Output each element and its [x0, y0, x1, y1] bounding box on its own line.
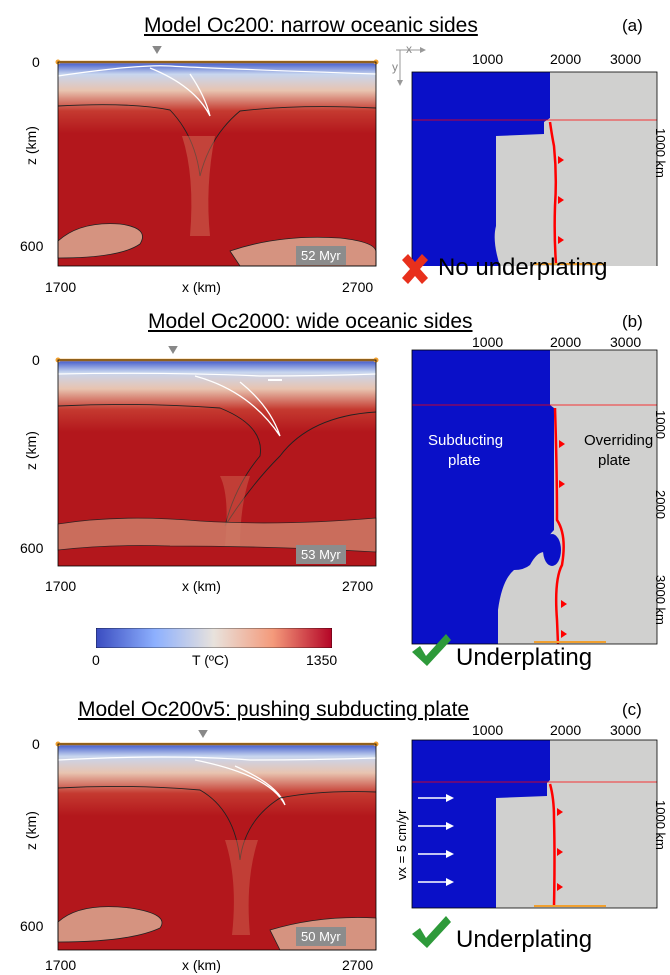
panel-b-map-side-2000: 2000 — [653, 490, 668, 519]
subducting-plate-blue — [412, 350, 554, 644]
panel-c-map-tick-2000: 2000 — [550, 722, 582, 738]
panel-a-z-label: z (km) — [23, 126, 39, 165]
panel-b-x-tick-2700: 2700 — [342, 578, 374, 594]
panel-c-z-tick-0: 0 — [32, 736, 40, 752]
panel-a-map-axis-x: x — [406, 42, 412, 56]
colorbar-max: 1350 — [306, 652, 338, 668]
colorbar-label: T (ºC) — [192, 652, 229, 668]
panel-c-x-tick-1700: 1700 — [45, 957, 77, 973]
subducting-plate-blue — [412, 72, 550, 266]
panel-c-letter: (c) — [622, 700, 642, 719]
slab-contour — [194, 375, 281, 437]
green-check-icon — [412, 634, 451, 666]
panel-c-z-label: z (km) — [23, 811, 39, 850]
panel-a-z-tick-600: 600 — [20, 238, 44, 254]
panel-c-time-badge: 50 Myr — [296, 927, 346, 946]
colorbar-min: 0 — [92, 652, 100, 668]
overriding-plate-label-1: Overriding — [584, 432, 654, 449]
isotherm-white — [57, 65, 377, 77]
panel-a-z-tick-0: 0 — [32, 54, 40, 70]
panel-a-verdict: No underplating — [438, 254, 608, 281]
panel-a-time-badge: 52 Myr — [296, 246, 346, 265]
panel-a-title: Model Oc200: narrow oceanic sides — [144, 14, 478, 37]
panel-b-z-tick-0: 0 — [32, 352, 40, 368]
trench-marker-icon — [198, 730, 208, 738]
panel-a-map-tick-1000: 1000 — [472, 51, 504, 67]
panel-b-plate-map — [411, 349, 658, 645]
panel-c-map-tick-3000: 3000 — [610, 722, 642, 738]
panel-a-x-tick-1700: 1700 — [45, 279, 77, 295]
plume-left — [57, 223, 143, 259]
panel-b-map-tick-1000: 1000 — [472, 334, 504, 350]
green-check-icon — [412, 916, 451, 948]
panel-c-temperature-section — [55, 730, 379, 951]
panel-b-z-label: z (km) — [23, 431, 39, 470]
panel-a-x-tick-2700: 2700 — [342, 279, 374, 295]
subducting-plate-label-1: Subducting — [428, 432, 504, 449]
panel-b-time-badge: 53 Myr — [296, 545, 346, 564]
panel-b-letter: (b) — [622, 312, 643, 331]
panel-c-z-tick-600: 600 — [20, 918, 44, 934]
panel-a-map-side-label: 1000 km — [653, 128, 668, 178]
panel-b-map-side-3000: 3000 km — [653, 575, 668, 625]
panel-b-map-tick-3000: 3000 — [610, 334, 642, 350]
panel-b-x-tick-1700: 1700 — [45, 578, 77, 594]
panel-c-map-tick-1000: 1000 — [472, 722, 504, 738]
panel-b-verdict: Underplating — [456, 644, 593, 671]
panel-c-x-tick-2700: 2700 — [342, 957, 374, 973]
velocity-label: vx = 5 cm/yr — [394, 809, 409, 880]
panel-b-temperature-section — [55, 346, 379, 567]
panel-a-map-axis-y: y — [392, 60, 398, 74]
red-cross-icon — [402, 254, 428, 284]
panel-a-map-tick-2000: 2000 — [550, 51, 582, 67]
panel-a-x-label: x (km) — [182, 279, 221, 295]
trench-line — [548, 121, 558, 265]
slab-contour — [149, 67, 211, 117]
panel-c-x-label: x (km) — [182, 957, 221, 973]
panel-b-x-label: x (km) — [182, 578, 221, 594]
panel-a-plate-map — [396, 47, 658, 266]
panel-c-plate-map — [411, 739, 658, 909]
panel-b-z-tick-600: 600 — [20, 540, 44, 556]
panel-a-letter: (a) — [622, 16, 643, 35]
panel-b-map-tick-2000: 2000 — [550, 334, 582, 350]
panel-c-verdict: Underplating — [456, 926, 593, 953]
panel-c-map-side-label: 1000 km — [653, 800, 668, 850]
subducting-plate-label-2: plate — [448, 452, 481, 469]
panel-b-title: Model Oc2000: wide oceanic sides — [148, 310, 473, 333]
plume-tail — [182, 136, 215, 236]
temperature-colorbar — [96, 628, 332, 648]
trench-marker-icon — [152, 46, 162, 54]
panel-c-title: Model Oc200v5: pushing subducting plate — [78, 698, 470, 721]
panel-a-map-tick-3000: 3000 — [610, 51, 642, 67]
isotherm-black — [57, 104, 377, 177]
overriding-plate-label-2: plate — [598, 452, 631, 469]
panel-b-map-side-1000: 1000 — [653, 410, 668, 439]
trench-marker-icon — [168, 346, 178, 354]
